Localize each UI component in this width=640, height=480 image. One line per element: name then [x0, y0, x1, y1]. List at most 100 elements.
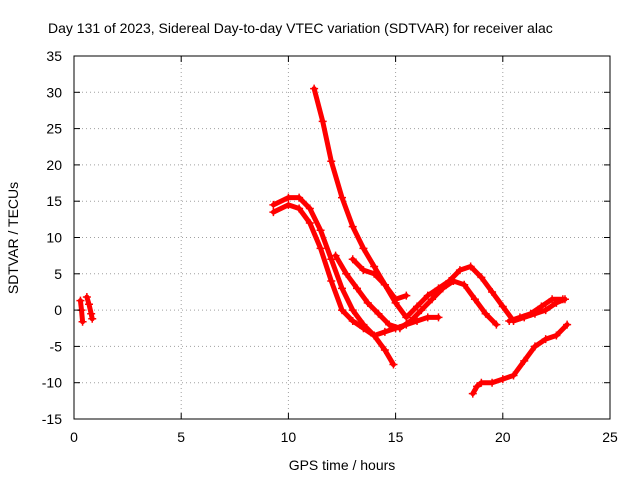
data-point-marker: [380, 346, 389, 355]
data-point-marker: [488, 287, 497, 296]
data-point-marker: [87, 309, 96, 318]
data-point-marker: [318, 117, 327, 126]
y-tick-label: 10: [46, 230, 62, 246]
y-tick-label: 35: [46, 48, 62, 64]
data-point-marker: [305, 204, 314, 213]
x-tick-label: 20: [495, 429, 511, 445]
data-point-marker: [428, 295, 437, 304]
data-point-marker: [385, 320, 394, 329]
data-point-marker: [348, 255, 357, 264]
data-point-marker: [389, 360, 398, 369]
data-point-marker: [498, 375, 507, 384]
data-point-marker: [370, 269, 379, 278]
data-point-marker: [402, 313, 411, 322]
y-tick-label: -10: [42, 375, 62, 391]
data-point-marker: [85, 300, 94, 309]
data-point-marker: [468, 389, 477, 398]
data-point-marker: [498, 302, 507, 311]
data-point-marker: [477, 378, 486, 387]
data-point-marker: [423, 313, 432, 322]
grid-lines: [74, 56, 610, 419]
y-axis-title: SDTVAR / TECUs: [5, 182, 21, 294]
data-point-marker: [423, 291, 432, 300]
series-arc-9: [505, 295, 567, 325]
data-point-marker: [305, 218, 314, 227]
series-line: [333, 253, 499, 331]
data-point-marker: [541, 306, 550, 315]
data-point-marker: [316, 226, 325, 235]
y-tick-label: 0: [54, 302, 62, 318]
y-tick-label: 20: [46, 157, 62, 173]
data-point-marker: [284, 200, 293, 209]
data-point-marker: [509, 371, 518, 380]
data-point-marker: [88, 314, 97, 323]
data-point-marker: [370, 262, 379, 271]
data-point-marker: [563, 320, 572, 329]
data-point-marker: [434, 284, 443, 293]
y-tick-label: 15: [46, 193, 62, 209]
data-point-marker: [380, 280, 389, 289]
x-axis-title: GPS time / hours: [289, 457, 396, 473]
data-point-marker: [363, 298, 372, 307]
data-point-marker: [348, 222, 357, 231]
data-point-marker: [295, 204, 304, 213]
data-point-marker: [402, 291, 411, 300]
data-point-marker: [477, 273, 486, 282]
data-point-marker: [530, 342, 539, 351]
data-point-marker: [348, 306, 357, 315]
chart-title: Day 131 of 2023, Sidereal Day-to-day VTE…: [48, 20, 553, 36]
series-arc-5: [269, 200, 443, 340]
series-arc-1: [76, 296, 87, 326]
data-point-marker: [327, 255, 336, 264]
y-tick-label: -5: [50, 338, 63, 354]
x-tick-label: 15: [388, 429, 404, 445]
data-point-marker: [338, 193, 346, 202]
data-point-marker: [466, 262, 475, 271]
data-point-marker: [470, 295, 479, 304]
data-point-marker: [552, 331, 561, 340]
x-tick-label: 5: [177, 429, 185, 445]
data-point-marker: [327, 277, 336, 286]
data-point-marker: [548, 295, 557, 304]
data-point-marker: [269, 208, 278, 217]
data-point-marker: [269, 200, 278, 209]
data-point-marker: [310, 84, 319, 93]
data-point-marker: [295, 193, 304, 202]
data-point-marker: [473, 382, 482, 391]
data-point-marker: [406, 316, 415, 325]
data-point-marker: [348, 316, 357, 325]
data-point-marker: [316, 244, 325, 253]
data-point-marker: [370, 331, 379, 340]
data-point-marker: [82, 293, 91, 302]
data-point-marker: [413, 302, 422, 311]
data-point-marker: [460, 280, 469, 289]
series-arc-2: [82, 293, 97, 323]
data-point-marker: [331, 251, 340, 260]
data-point-marker: [455, 266, 464, 275]
data-point-marker: [558, 295, 567, 304]
data-point-marker: [391, 298, 400, 307]
data-point-marker: [488, 378, 497, 387]
data-point-marker: [359, 244, 368, 253]
data-point-marker: [526, 309, 535, 318]
data-point-marker: [417, 306, 426, 315]
data-point-marker: [78, 317, 87, 326]
data-point-marker: [76, 296, 85, 305]
data-point-marker: [359, 266, 368, 275]
data-point-marker: [492, 320, 501, 329]
data-point-marker: [342, 269, 351, 278]
x-tick-label: 25: [602, 429, 618, 445]
data-point-marker: [541, 335, 550, 344]
axes: 0 5 10 15 20 25 -15 -10 -5 0 5 10 15 20 25 30 35: [42, 48, 618, 445]
data-point-marker: [327, 157, 336, 166]
data-series: [76, 84, 572, 398]
data-point-marker: [505, 316, 514, 325]
y-tick-label: 25: [46, 121, 62, 137]
data-point-marker: [359, 324, 368, 333]
data-point-marker: [445, 277, 454, 286]
data-point-marker: [434, 313, 443, 322]
series-arc-8: [468, 320, 572, 398]
data-point-marker: [515, 313, 524, 322]
data-point-marker: [353, 284, 362, 293]
